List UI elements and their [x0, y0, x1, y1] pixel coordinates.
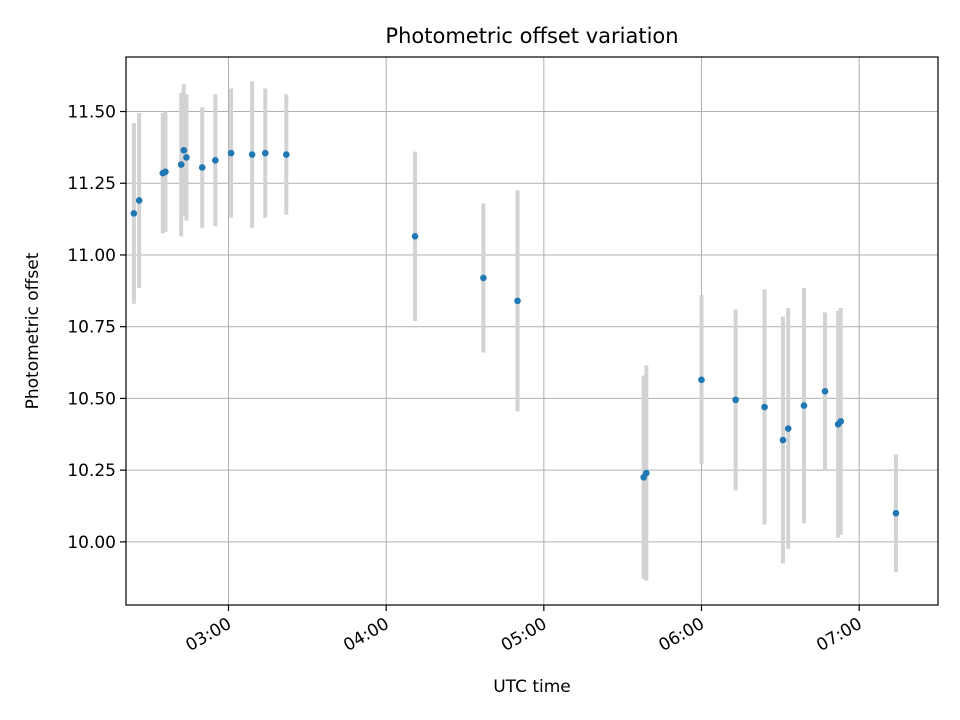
data-point — [248, 151, 256, 158]
data-point — [732, 396, 739, 404]
y-tick-label: 10.75 — [67, 318, 116, 338]
data-point — [784, 425, 792, 432]
data-points — [130, 146, 900, 517]
data-point — [177, 161, 185, 168]
data-point — [183, 154, 190, 161]
y-tick-label: 11.25 — [67, 174, 116, 194]
plot-frame — [125, 56, 939, 606]
data-point — [261, 149, 269, 157]
data-point — [130, 210, 138, 217]
data-point — [800, 402, 808, 409]
y-tick-label: 11.00 — [67, 246, 116, 266]
data-point — [180, 146, 188, 154]
y-tick-label: 11.50 — [67, 103, 116, 123]
data-point — [162, 168, 169, 176]
data-point — [198, 164, 206, 171]
data-point — [212, 156, 219, 164]
y-tick-label: 10.50 — [67, 389, 116, 409]
grid — [126, 57, 938, 605]
y-axis-ticks: 10.00 10.25 10.50 10.75 11.00 11.25 11.50 — [67, 103, 126, 553]
data-point — [227, 149, 235, 157]
data-point — [643, 469, 650, 477]
data-point — [282, 151, 290, 158]
data-point — [135, 197, 143, 204]
data-point — [698, 376, 705, 384]
x-axis-label: UTC time — [493, 677, 571, 697]
data-point — [761, 403, 768, 411]
data-point — [480, 274, 487, 282]
y-axis-label: Photometric offset — [23, 252, 43, 409]
data-point — [837, 418, 845, 425]
data-point — [892, 509, 900, 517]
data-point — [821, 387, 829, 395]
data-point — [411, 233, 419, 240]
chart-title: Photometric offset variation — [385, 24, 678, 48]
y-tick-label: 10.00 — [67, 533, 116, 553]
y-tick-label: 10.25 — [67, 461, 116, 481]
data-point — [514, 297, 521, 305]
data-point — [779, 436, 787, 444]
